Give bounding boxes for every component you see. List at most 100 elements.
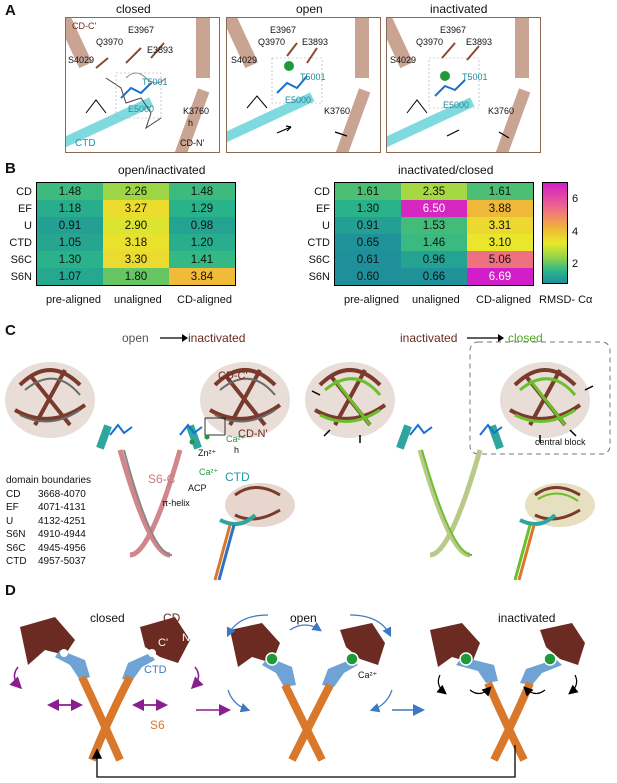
c-central-block-label: central block [535,437,586,447]
heatmap-left-cell: 0.98 [169,217,236,234]
d-c-prime-label: C' [158,637,169,649]
inact-res-q3970: Q3970 [416,37,444,47]
c-left-from: open [122,331,149,345]
inact-res-s4029: S4029 [390,55,417,65]
c-h-label: h [234,445,240,455]
heatmap-right-col-cd: CD-aligned [476,294,532,306]
left-monomer [213,483,295,581]
panel-c-structures [5,334,611,581]
heatmap-left-row-labels: CD EF U CTD S6C S6N [6,184,32,286]
heatmap-left-col-unaligned: unaligned [114,294,162,306]
heatmap-right-title: inactivated/closed [398,163,494,177]
open-res-k3760: K3760 [324,106,351,116]
heatmap-right-cell: 0.61 [334,251,401,268]
boundary-row: EF 4071-4131 [6,501,91,515]
heatmap-right-col-pre: pre-aligned [344,294,400,306]
panel-a-title-inactivated: inactivated [430,2,488,16]
heatmap-right-cell: 0.65 [334,234,401,251]
domain-boundaries: domain boundaries CD 3668-4070 EF 4071-4131… [6,474,91,569]
heatmap-right-cell: 0.91 [334,217,401,234]
boundary-name: CTD [6,556,27,567]
heatmap-right-row-label: U [322,220,330,232]
c-cd-n-label: CD-N' [238,428,268,440]
heatmap-right-cell: 3.88 [467,200,534,217]
right-cd-blob-left [305,362,395,438]
open-res-t5001: T5001 [300,72,326,82]
heatmap-left-cell: 3.30 [103,251,169,268]
boundary-range: 3668-4070 [38,488,86,500]
inact-res-t5001: T5001 [462,72,488,82]
heatmap-right-cell: 1.46 [401,234,467,251]
heatmap-left-cell: 1.30 [36,251,103,268]
heatmap-left-row-label: CTD [9,237,32,249]
heatmap-left-cell: 1.48 [169,182,236,200]
panel-d-schematic [9,614,585,778]
colorbar-tick-6: 6 [572,193,579,205]
d-title-closed: closed [90,611,125,625]
colorbar-tick-2: 2 [572,258,579,270]
d-s6-label: S6 [150,718,165,732]
heatmap-left-cell: 1.07 [36,268,103,286]
panel-a-title-closed: closed [116,2,151,16]
colorbar-tick-4: 4 [572,226,579,238]
d-closed-group [9,617,204,762]
heatmap-left-cell: 1.05 [36,234,103,251]
heatmap-right-cell: 1.61 [334,182,401,200]
heatmap-left-cell: 3.18 [103,234,169,251]
c-s6c-label: S6-C [148,472,176,486]
heatmap-left-col-pre: pre-aligned [46,294,102,306]
heatmap-right-row-label: EF [315,203,330,215]
open-res-q3970: Q3970 [258,37,286,47]
heatmap-right-cell: 3.31 [467,217,534,234]
c-acp-label: ACP [188,483,207,493]
heatmap-left-cell: 1.29 [169,200,236,217]
inact-res-e3893: E3893 [466,37,493,47]
panel-d-label: D [5,582,16,599]
d-title-inactivated: inactivated [498,611,556,625]
boundary-range: 4910-4944 [38,529,86,540]
d-h-label: h [187,645,193,655]
panel-a-label: A [5,2,16,19]
central-block-box [469,341,611,455]
boundary-name: U [6,515,14,527]
heatmap-left-row-label: S6C [10,254,32,266]
inact-res-e5000: E5000 [443,100,470,110]
heatmap-left-cell: 3.27 [103,200,169,217]
c-ca2-label: Ca²⁺ [199,467,219,477]
boundary-row: CD 3668-4070 [6,488,91,502]
d-ca-label: Ca²⁺ [358,670,378,680]
heatmap-left-title: open/inactivated [118,163,206,177]
closed-res-s4029: S4029 [68,55,95,65]
panel-b-label: B [5,160,16,177]
closed-res-e3893: E3893 [147,45,174,55]
heatmap-left-row-label: S6N [10,271,32,283]
heatmap-right-cell: 5.06 [467,251,534,268]
d-cd-label: CD [163,611,181,625]
colorbar-label: RMSD- Cα [539,294,593,306]
heatmap-left-cell: 2.90 [103,217,169,234]
panel-a-title-open: open [296,2,323,16]
heatmap-right-row-label: S6C [308,254,330,266]
boundary-name: CD [6,488,21,500]
boundary-row: S6N 4910-4944 [6,528,91,542]
left-cd-blob-left [5,362,95,438]
heatmap-left: 1.48 2.26 1.48 1.18 3.27 1.29 0.91 2.90 0.98 1.05… [36,182,236,286]
d-ctd-label: CTD [144,664,167,676]
c-cd-c-label: CD-C' [218,370,248,382]
heatmap-left-cell: 3.84 [169,268,236,286]
heatmap-right-cell: 1.53 [401,217,467,234]
inact-res-k3760: K3760 [488,106,515,116]
heatmap-left-col-cd: CD-aligned [177,294,233,306]
heatmap-left-cell: 2.26 [103,182,169,200]
c-ca-label: Ca²⁺ [226,434,246,444]
heatmap-right: 1.61 2.35 1.61 1.30 6.50 3.88 0.91 1.53 3.31 0.65… [334,182,534,286]
boundary-range: 4945-4956 [38,542,86,554]
c-right-from: inactivated [400,331,458,345]
heatmap-left-row-label: CD [16,186,32,198]
heatmap-right-cell: 6.69 [467,268,534,286]
heatmap-left-cell: 0.91 [36,217,103,234]
boundary-name: EF [6,502,19,513]
panel-a-inactivated-box [386,17,541,153]
heatmap-right-cell: 0.66 [401,268,467,286]
closed-structure [66,18,210,152]
